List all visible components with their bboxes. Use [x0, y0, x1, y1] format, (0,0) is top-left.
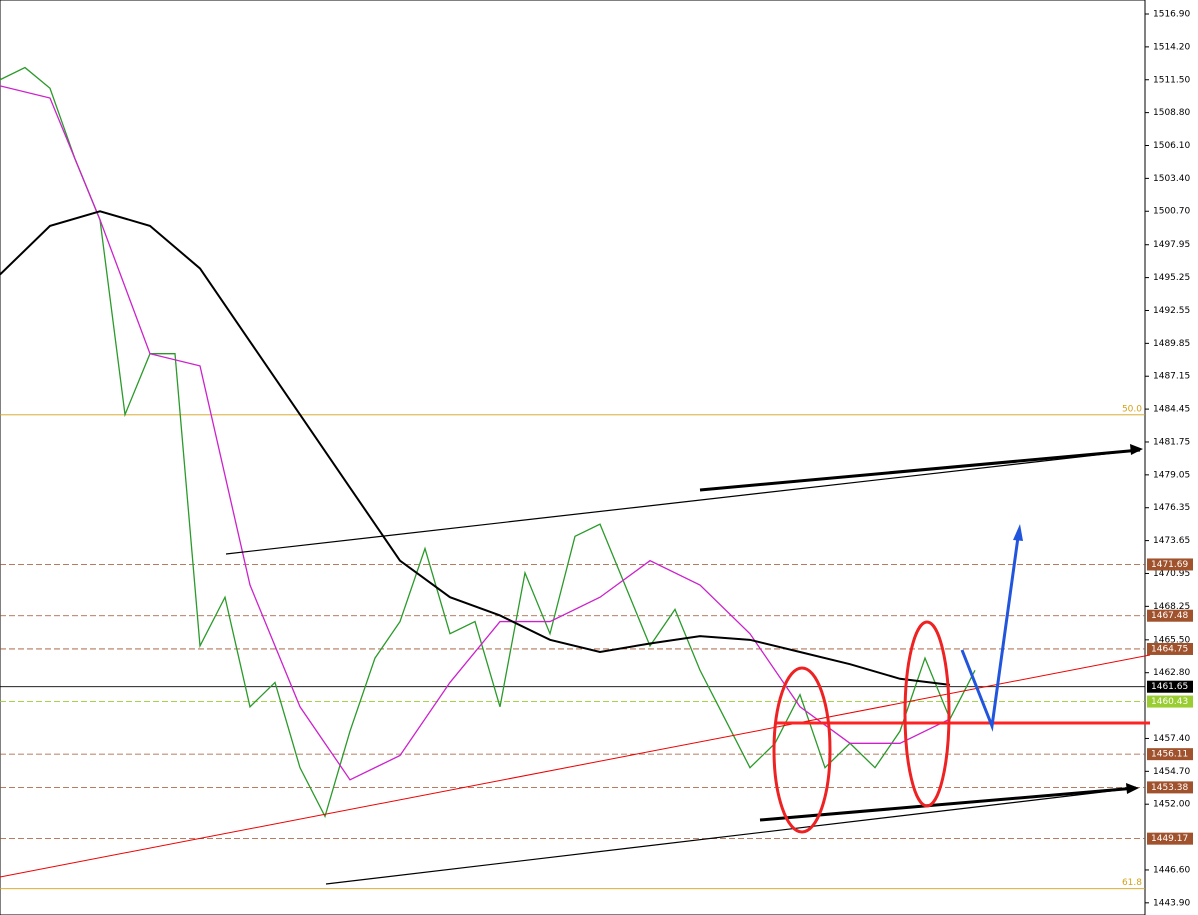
level-label: 1453.38	[1151, 783, 1188, 793]
y-tick-label: 1462.80	[1153, 668, 1190, 678]
level-box	[1147, 695, 1193, 708]
arrow-top	[699, 448, 1141, 492]
fib-label: 61.8	[1122, 878, 1142, 888]
y-tick-label: 1506.10	[1153, 141, 1190, 151]
y-tick-label: 1457.40	[1153, 734, 1190, 744]
y-tick-label: 1473.65	[1153, 536, 1190, 546]
level-box	[1147, 832, 1193, 845]
plot-area	[0, 0, 1146, 915]
price-line	[0, 66, 976, 819]
y-tick-label: 1481.75	[1153, 437, 1190, 447]
arrowhead	[1013, 524, 1023, 541]
level-label: 1456.11	[1151, 750, 1188, 760]
y-tick-label: 1487.15	[1153, 372, 1190, 382]
y-tick-label: 1508.80	[1153, 108, 1190, 118]
y-tick-label: 1465.50	[1153, 635, 1190, 645]
y-tick-label: 1489.85	[1153, 339, 1190, 349]
level-label: 1460.43	[1151, 697, 1188, 707]
y-tick-label: 1497.95	[1153, 240, 1190, 250]
y-tick-label: 1500.70	[1153, 207, 1190, 217]
y-tick-label: 1514.20	[1153, 42, 1190, 52]
y-tick-label: 1479.05	[1153, 470, 1190, 480]
y-tick-label: 1516.90	[1153, 10, 1190, 20]
price-line	[0, 85, 951, 781]
price-line	[0, 210, 951, 686]
y-tick-label: 1511.50	[1153, 75, 1190, 85]
annotations	[0, 444, 1151, 885]
y-tick-label: 1446.60	[1153, 865, 1190, 875]
circle	[903, 620, 951, 808]
level-box	[1147, 748, 1193, 761]
y-tick-label: 1443.90	[1153, 898, 1190, 908]
projection	[960, 529, 1021, 732]
arrowhead	[1130, 444, 1143, 455]
arrow-bottom	[759, 786, 1137, 822]
y-tick-label: 1468.25	[1153, 602, 1190, 612]
y-tick-label: 1495.25	[1153, 273, 1190, 283]
y-tick-label: 1470.95	[1153, 569, 1190, 579]
y-tick-label: 1476.35	[1153, 503, 1190, 513]
y-tick-label: 1454.70	[1153, 767, 1190, 777]
y-tick-label: 1452.00	[1153, 800, 1190, 810]
y-tick-label: 1484.45	[1153, 405, 1190, 415]
level-box	[1147, 609, 1193, 622]
red-trend	[0, 654, 1151, 878]
arrowhead	[1126, 783, 1139, 794]
circle	[772, 666, 832, 834]
y-tick-label: 1492.55	[1153, 306, 1190, 316]
y-tick-label: 1503.40	[1153, 174, 1190, 184]
level-box	[1147, 558, 1193, 571]
channel-top	[225, 449, 1141, 555]
channel-bottom	[325, 787, 1137, 885]
level-box	[1147, 680, 1193, 693]
level-label: 1464.75	[1151, 644, 1188, 654]
level-label: 1467.48	[1151, 611, 1188, 621]
level-label: 1471.69	[1151, 560, 1188, 570]
level-box	[1147, 642, 1193, 655]
fib-label: 50.0	[1122, 404, 1142, 414]
level-label: 1461.65	[1151, 682, 1188, 692]
level-box	[1147, 781, 1193, 794]
level-label: 1449.17	[1151, 834, 1188, 844]
